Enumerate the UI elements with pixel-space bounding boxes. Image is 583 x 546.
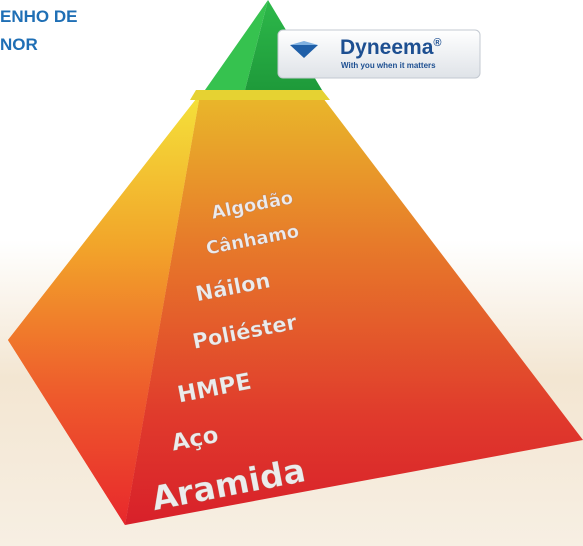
cap-band	[190, 90, 330, 100]
header-line: NOR	[0, 35, 38, 54]
logo: Dyneema® With you when it matters	[278, 30, 480, 78]
logo-tagline: With you when it matters	[341, 61, 436, 70]
logo-name: Dyneema®	[340, 36, 442, 59]
page: {"header": {"lines": ["ENHO DE", "NOR"]}…	[0, 0, 583, 546]
infographic: ENHO DE NOR Dyneema® With you when it ma…	[0, 0, 583, 546]
header-line: ENHO DE	[0, 7, 77, 26]
